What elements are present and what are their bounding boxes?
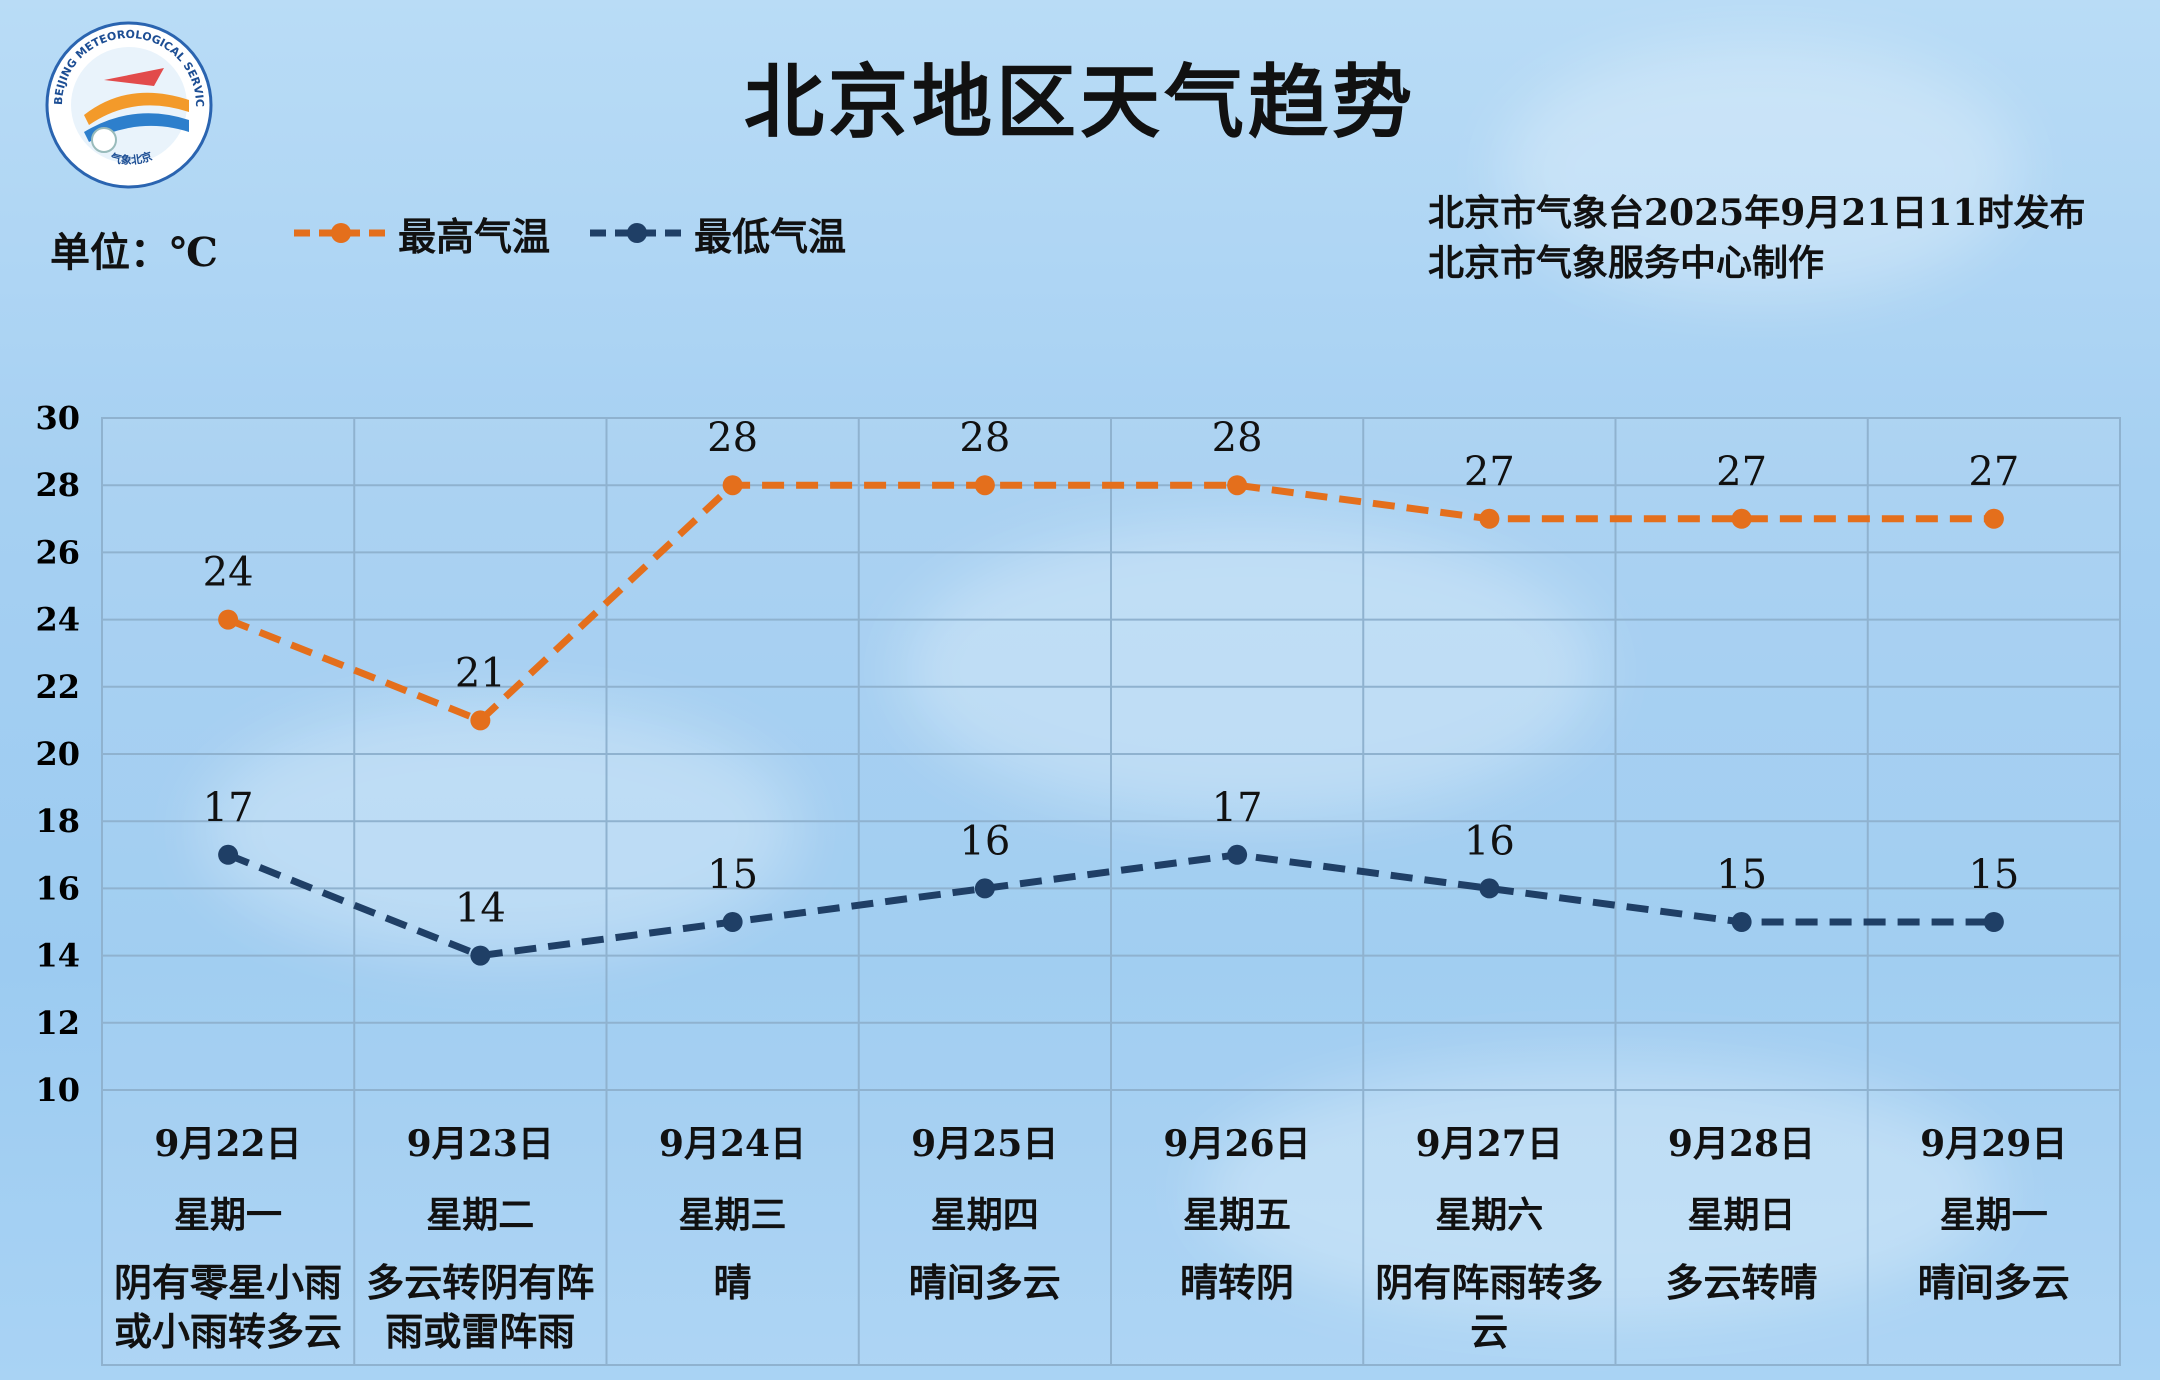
y-tick-label: 22 bbox=[35, 668, 80, 706]
weather-condition-line: 阴有阵雨转多 bbox=[1375, 1260, 1604, 1305]
date-label: 9月29日 bbox=[1920, 1123, 2068, 1165]
y-tick-label: 28 bbox=[35, 466, 80, 504]
weekday-label: 星期日 bbox=[1687, 1194, 1796, 1236]
svg-text:气象北京: 气象北京 bbox=[108, 149, 154, 167]
data-point bbox=[974, 878, 995, 899]
weekday-label: 星期六 bbox=[1435, 1194, 1544, 1236]
data-label: 27 bbox=[1716, 449, 1767, 495]
data-point bbox=[722, 912, 743, 932]
y-tick-label: 12 bbox=[35, 1004, 80, 1042]
weather-condition-line: 多云转晴 bbox=[1665, 1260, 1818, 1305]
y-tick-label: 18 bbox=[35, 802, 80, 840]
data-label: 28 bbox=[959, 415, 1010, 461]
date-label: 9月25日 bbox=[911, 1123, 1059, 1165]
weather-condition-line: 阴有零星小雨 bbox=[113, 1260, 342, 1305]
legend-high-marker bbox=[294, 223, 388, 243]
data-label: 15 bbox=[707, 852, 758, 898]
date-label: 9月24日 bbox=[658, 1123, 807, 1165]
data-point bbox=[1983, 508, 2004, 529]
weather-condition: 多云转阴有阵 雨或雷阵雨 bbox=[354, 1258, 606, 1356]
weekday-label: 星期一 bbox=[173, 1194, 282, 1236]
date-label: 9月22日 bbox=[154, 1123, 302, 1165]
publisher-line-1: 北京市气象台2025年9月21日11时发布 bbox=[1428, 192, 2086, 234]
y-tick-label: 20 bbox=[35, 735, 80, 773]
weather-condition: 多云转晴 bbox=[1616, 1258, 1868, 1307]
legend-high-label: 最高气温 bbox=[398, 213, 551, 259]
y-tick-label: 16 bbox=[35, 869, 80, 907]
data-label: 28 bbox=[707, 415, 758, 461]
data-point bbox=[470, 945, 491, 966]
weekday-label: 星期五 bbox=[1182, 1194, 1291, 1236]
chart-title: 北京地区天气趋势 bbox=[744, 56, 1416, 149]
weather-condition: 阴有阵雨转多云 bbox=[1363, 1258, 1615, 1356]
weather-condition-line: 多云转阴有阵 bbox=[366, 1260, 595, 1305]
data-label: 15 bbox=[1968, 852, 2019, 898]
weather-condition: 晴 bbox=[607, 1258, 859, 1307]
data-label: 17 bbox=[203, 785, 254, 831]
data-label: 27 bbox=[1968, 449, 2019, 495]
date-label: 9月27日 bbox=[1415, 1123, 1563, 1165]
data-point bbox=[1227, 844, 1248, 865]
weather-condition-line: 晴间多云 bbox=[908, 1260, 1061, 1305]
publisher-info: 北京市气象台2025年9月21日11时发布 北京市气象服务中心制作 bbox=[1428, 188, 2085, 288]
data-point bbox=[974, 475, 995, 496]
meteorological-service-logo: BEIJING METEOROLOGICAL SERVICE 气象北京 bbox=[44, 20, 213, 189]
data-point bbox=[218, 844, 239, 865]
data-point bbox=[1983, 912, 2004, 932]
weather-condition: 晴转阴 bbox=[1111, 1258, 1363, 1307]
data-point bbox=[218, 609, 239, 630]
unit-label: 单位：℃ bbox=[50, 229, 218, 276]
weekday-label: 星期四 bbox=[930, 1194, 1039, 1236]
data-label: 21 bbox=[455, 650, 506, 696]
y-tick-label: 24 bbox=[35, 601, 80, 639]
legend-low-label: 最低气温 bbox=[694, 213, 847, 259]
weather-condition-line: 晴 bbox=[713, 1260, 752, 1305]
y-tick-label: 10 bbox=[35, 1071, 80, 1109]
data-label: 28 bbox=[1212, 415, 1263, 461]
weather-condition-line: 或小雨转多云 bbox=[113, 1309, 342, 1354]
date-label: 9月26日 bbox=[1163, 1123, 1311, 1165]
data-label: 27 bbox=[1464, 449, 1515, 495]
date-label: 9月28日 bbox=[1667, 1123, 1816, 1165]
data-label: 16 bbox=[1464, 818, 1515, 864]
weather-condition-line: 晴间多云 bbox=[1917, 1260, 2070, 1305]
series-line-low bbox=[226, 851, 1994, 960]
weather-condition-line: 晴转阴 bbox=[1179, 1260, 1294, 1305]
data-point bbox=[1479, 878, 1500, 899]
data-label: 16 bbox=[959, 818, 1010, 864]
data-point bbox=[1731, 508, 1752, 529]
weekday-label: 星期一 bbox=[1939, 1194, 2048, 1236]
weather-condition: 阴有零星小雨 或小雨转多云 bbox=[102, 1258, 354, 1356]
data-label: 15 bbox=[1716, 852, 1767, 898]
y-tick-label: 30 bbox=[35, 399, 80, 437]
data-point bbox=[1227, 475, 1248, 496]
legend-low: 最低气温 bbox=[586, 208, 847, 259]
legend-low-marker bbox=[590, 223, 684, 243]
y-tick-label: 26 bbox=[35, 533, 80, 571]
series-line-high bbox=[226, 481, 1994, 724]
weekday-label: 星期二 bbox=[426, 1194, 535, 1236]
data-label: 14 bbox=[455, 886, 506, 932]
date-label: 9月23日 bbox=[406, 1123, 554, 1165]
legend-high: 最高气温 bbox=[290, 208, 551, 259]
data-point bbox=[470, 710, 491, 731]
data-label: 24 bbox=[203, 550, 254, 596]
data-point bbox=[1731, 912, 1752, 932]
weekday-label: 星期三 bbox=[678, 1194, 787, 1236]
weather-condition-line: 云 bbox=[1470, 1309, 1509, 1354]
weather-condition: 晴间多云 bbox=[859, 1258, 1111, 1307]
data-label: 17 bbox=[1212, 785, 1263, 831]
weather-condition-line: 雨或雷阵雨 bbox=[385, 1309, 576, 1354]
data-point bbox=[722, 475, 743, 496]
publisher-line-2: 北京市气象服务中心制作 bbox=[1428, 242, 1825, 284]
y-tick-label: 14 bbox=[35, 937, 80, 975]
data-point bbox=[1479, 508, 1500, 529]
weather-condition: 晴间多云 bbox=[1868, 1258, 2120, 1307]
